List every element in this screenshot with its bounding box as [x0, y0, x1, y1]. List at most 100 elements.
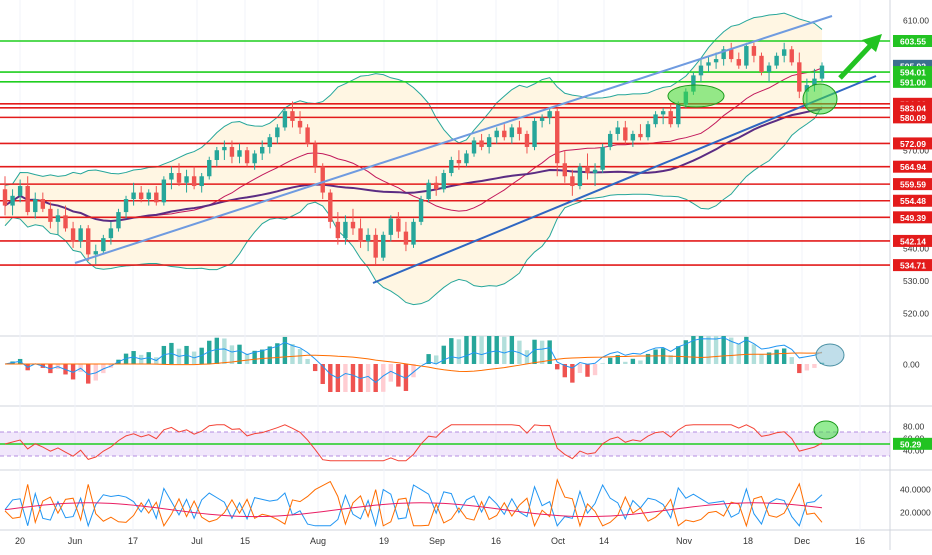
candle-body — [449, 160, 453, 173]
macd-histogram-bar — [638, 360, 642, 364]
macd-histogram-bar — [290, 344, 294, 364]
candle-body — [767, 66, 771, 73]
candle-body — [434, 183, 438, 190]
candle-body — [18, 186, 22, 196]
highlight-ellipse — [803, 84, 837, 114]
macd-histogram-bar — [812, 364, 816, 368]
macd-histogram-bar — [502, 337, 506, 364]
candle-body — [366, 235, 370, 242]
macd-histogram-bar — [805, 364, 809, 370]
macd-histogram-bar — [373, 364, 377, 392]
macd-histogram-bar — [230, 345, 234, 364]
candle-body — [131, 193, 135, 200]
time-tick-label: 15 — [240, 536, 250, 546]
candle-body — [442, 173, 446, 189]
macd-histogram-bar — [283, 337, 287, 364]
time-tick-label: Sep — [429, 536, 445, 546]
macd-histogram-bar — [608, 358, 612, 364]
candle-body — [570, 176, 574, 186]
candle-body — [479, 140, 483, 147]
macd-histogram-bar — [782, 348, 786, 364]
time-tick-label: 17 — [128, 536, 138, 546]
macd-histogram-bar — [706, 336, 710, 364]
candle-body — [404, 232, 408, 245]
candle-body — [237, 150, 241, 157]
candle-body — [790, 49, 794, 62]
candle-body — [600, 147, 604, 170]
candle-body — [820, 66, 824, 79]
candle-body — [616, 127, 620, 134]
candle-body — [313, 144, 317, 167]
candle-body — [3, 189, 7, 205]
candle-body — [593, 170, 597, 173]
candle-body — [101, 238, 105, 251]
macd-histogram-bar — [714, 336, 718, 364]
macd-histogram-bar — [525, 350, 529, 364]
price-tick-label: 530.00 — [903, 276, 929, 286]
macd-histogram-bar — [328, 364, 332, 392]
candle-body — [10, 196, 14, 206]
candle-body — [752, 46, 756, 56]
candle-body — [207, 160, 211, 176]
time-tick-label: Jul — [191, 536, 203, 546]
time-tick-label: 20 — [15, 536, 25, 546]
candle-body — [782, 49, 786, 56]
candle-body — [86, 228, 90, 254]
price-tag-label: 564.94 — [900, 162, 926, 172]
candle-body — [358, 228, 362, 241]
candle-body — [290, 111, 294, 121]
macd-histogram-bar — [321, 364, 325, 384]
candle-body — [184, 176, 188, 183]
candle-body — [63, 215, 67, 228]
time-tick-label: 16 — [491, 536, 501, 546]
candle-body — [275, 127, 279, 137]
macd-histogram-bar — [532, 340, 536, 364]
candle-body — [426, 183, 430, 199]
macd-histogram-bar — [737, 344, 741, 364]
macd-histogram-bar — [222, 338, 226, 364]
candle-body — [631, 134, 635, 141]
macd-histogram-bar — [479, 336, 483, 364]
macd-histogram-bar — [260, 350, 264, 364]
macd-histogram-bar — [699, 336, 703, 364]
time-tick-label: 14 — [599, 536, 609, 546]
macd-histogram-bar — [774, 350, 778, 364]
candle-body — [525, 134, 529, 147]
macd-histogram-bar — [555, 364, 559, 369]
candle-body — [563, 163, 567, 176]
candle-body — [774, 56, 778, 66]
macd-histogram-bar — [495, 336, 499, 364]
candle-body — [169, 173, 173, 180]
candle-body — [759, 56, 763, 72]
candle-body — [389, 219, 393, 235]
macd-histogram-bar — [510, 336, 514, 364]
time-tick-label: 18 — [743, 536, 753, 546]
candle-body — [555, 111, 559, 163]
macd-histogram-bar — [653, 349, 657, 364]
macd-histogram-bar — [464, 336, 468, 364]
candle-body — [381, 235, 385, 258]
candle-body — [116, 212, 120, 228]
candle-body — [48, 209, 52, 222]
candle-body — [744, 46, 748, 66]
candle-body — [154, 193, 158, 203]
oscillator-value-label: 50.29 — [900, 439, 922, 449]
dmi-tick-label: 20.0000 — [900, 508, 931, 518]
macd-histogram-bar — [215, 338, 219, 364]
macd-histogram-bar — [305, 359, 309, 364]
time-tick-label: Dec — [794, 536, 811, 546]
candle-body — [729, 49, 733, 59]
macd-histogram-bar — [721, 336, 725, 364]
highlight-ellipse — [668, 85, 724, 107]
price-tag-label: 580.09 — [900, 113, 926, 123]
price-tag-label: 603.55 — [900, 36, 926, 46]
candle-body — [343, 222, 347, 238]
candle-body — [71, 228, 75, 241]
candle-body — [222, 147, 226, 150]
candle-body — [585, 167, 589, 174]
candle-body — [109, 228, 113, 238]
candle-body — [510, 127, 514, 137]
price-tag-label: 554.48 — [900, 196, 926, 206]
